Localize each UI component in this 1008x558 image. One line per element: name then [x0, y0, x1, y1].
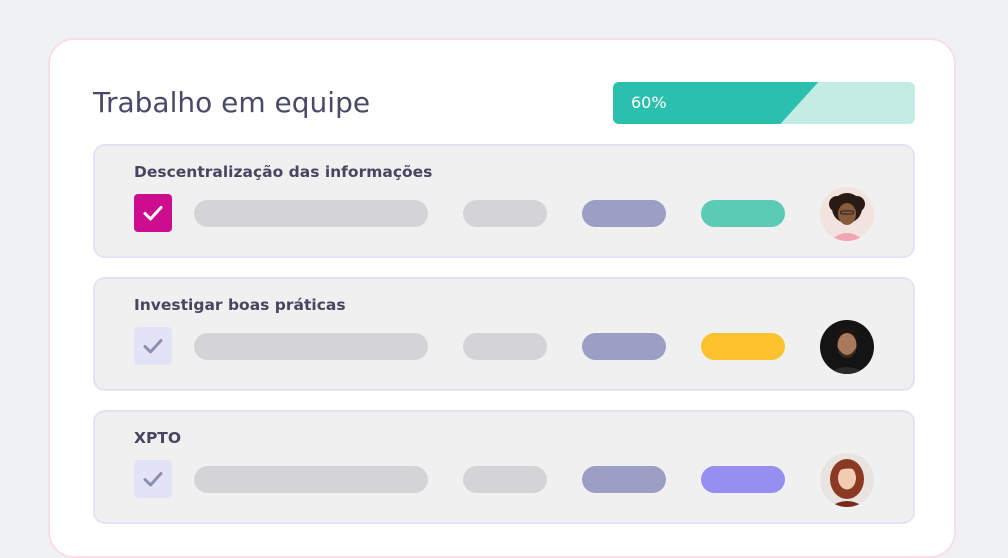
avatar[interactable]: [820, 187, 874, 241]
placeholder-bar: [194, 466, 428, 493]
person-avatar-icon: [820, 320, 874, 374]
task-title: Investigar boas práticas: [134, 296, 346, 314]
status-tag: [701, 333, 785, 360]
avatar[interactable]: [820, 453, 874, 507]
category-tag: [582, 466, 666, 493]
task-title: Descentralização das informações: [134, 163, 433, 181]
placeholder-bar: [194, 200, 428, 227]
person-avatar-icon: [820, 187, 874, 241]
avatar[interactable]: [820, 320, 874, 374]
task-checkbox[interactable]: [134, 194, 172, 232]
status-tag: [701, 200, 785, 227]
category-tag: [582, 200, 666, 227]
placeholder-bar: [194, 333, 428, 360]
task-checkbox[interactable]: [134, 460, 172, 498]
check-icon: [143, 206, 163, 221]
page-title: Trabalho em equipe: [93, 86, 371, 119]
task-item[interactable]: XPTO: [93, 410, 915, 524]
status-tag: [701, 466, 785, 493]
progress-label: 60%: [631, 93, 667, 112]
check-icon: [143, 339, 163, 354]
progress-bar: 60%: [613, 82, 915, 124]
task-title: XPTO: [134, 429, 182, 447]
person-avatar-icon: [820, 453, 874, 507]
category-tag: [582, 333, 666, 360]
placeholder-bar: [463, 333, 547, 360]
task-checkbox[interactable]: [134, 327, 172, 365]
check-icon: [143, 472, 163, 487]
task-item[interactable]: Descentralização das informações: [93, 144, 915, 258]
placeholder-bar: [463, 200, 547, 227]
progress-bar-fill: [613, 82, 818, 124]
placeholder-bar: [463, 466, 547, 493]
team-work-card: Trabalho em equipe 60% Descentralização …: [48, 38, 956, 558]
task-item[interactable]: Investigar boas práticas: [93, 277, 915, 391]
